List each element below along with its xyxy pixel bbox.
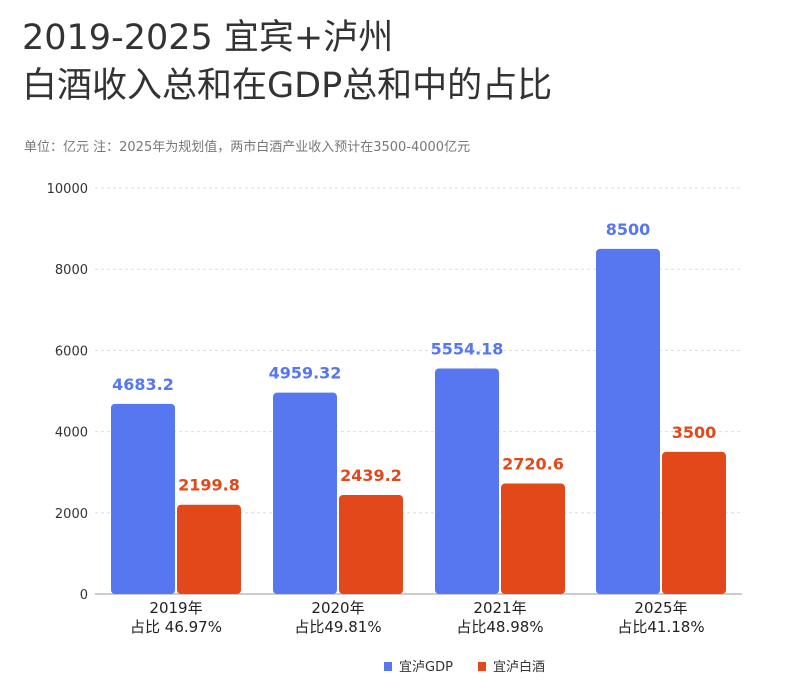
y-tick-label: 0 bbox=[80, 588, 88, 603]
legend-label: 宜泸白酒 bbox=[493, 659, 545, 675]
data-label: 3500 bbox=[672, 423, 717, 442]
y-tick-label: 10000 bbox=[47, 182, 88, 197]
data-label: 4683.2 bbox=[112, 375, 174, 394]
bar-baijiu bbox=[501, 483, 565, 594]
chart-title: 2019-2025 宜宾+泸州 白酒收入总和在GDP总和中的占比 bbox=[22, 18, 553, 106]
x-tick-label: 2020年 bbox=[311, 599, 364, 617]
data-label: 2199.8 bbox=[178, 476, 240, 495]
bar-gdp bbox=[273, 392, 337, 594]
data-label: 8500 bbox=[606, 220, 651, 239]
legend-swatch bbox=[384, 662, 392, 671]
y-tick-label: 6000 bbox=[55, 344, 88, 359]
bar-gdp bbox=[596, 248, 660, 594]
data-label: 4959.32 bbox=[269, 364, 342, 383]
x-tick-sublabel: 占比 46.97% bbox=[130, 618, 222, 636]
y-tick-label: 8000 bbox=[55, 263, 88, 278]
data-label: 2720.6 bbox=[502, 455, 564, 474]
x-tick-sublabel: 占比49.81% bbox=[294, 618, 381, 636]
bar-baijiu bbox=[177, 504, 241, 594]
x-tick-sublabel: 占比41.18% bbox=[617, 618, 704, 636]
x-tick-label: 2021年 bbox=[473, 599, 526, 617]
y-tick-label: 4000 bbox=[55, 426, 88, 441]
chart-subtitle: 单位：亿元 注：2025年为规划值，两市白酒产业收入预计在3500-4000亿元 bbox=[24, 140, 471, 155]
bar-gdp bbox=[111, 403, 175, 594]
x-tick-label: 2019年 bbox=[149, 599, 202, 617]
data-label: 5554.18 bbox=[431, 340, 504, 359]
x-tick-label: 2025年 bbox=[634, 599, 687, 617]
data-label: 2439.2 bbox=[340, 466, 402, 485]
bar-baijiu bbox=[662, 451, 726, 594]
bar-gdp bbox=[435, 368, 499, 594]
legend-label: 宜泸GDP bbox=[399, 660, 453, 675]
legend-swatch bbox=[478, 662, 486, 671]
bar-baijiu bbox=[339, 494, 403, 594]
y-tick-label: 2000 bbox=[55, 507, 88, 522]
x-tick-sublabel: 占比48.98% bbox=[456, 618, 543, 636]
